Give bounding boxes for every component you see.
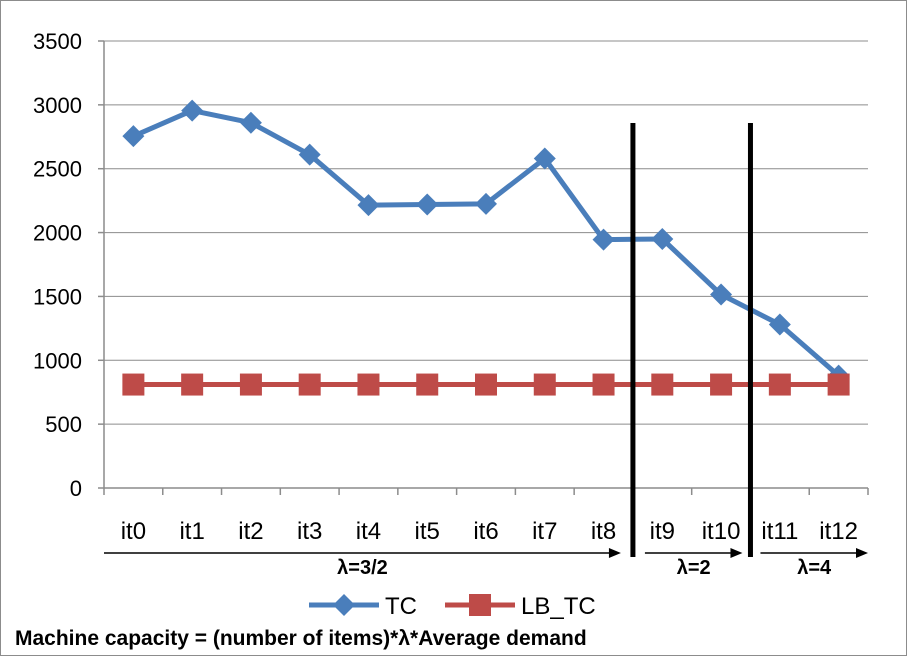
x-tick-label: it6 xyxy=(473,518,498,545)
region-label: λ=2 xyxy=(677,557,711,579)
x-axis-tick-labels: it0 it1 it2 it3 it4 it5 it6 it7 it8 it9 it10 it11 it… xyxy=(121,518,858,545)
legend-label: TC xyxy=(385,593,417,620)
y-tick-label: 2500 xyxy=(33,157,82,182)
x-tick-label: it9 xyxy=(650,518,675,545)
region-arrowhead xyxy=(608,548,621,558)
lb-tc-point xyxy=(592,373,615,396)
x-tick-label: it12 xyxy=(819,518,858,545)
lb-tc-point xyxy=(181,373,204,396)
tc-point xyxy=(592,228,615,251)
tc-point xyxy=(416,193,439,216)
legend: TC LB_TC xyxy=(309,593,596,620)
legend-marker-lb-tc xyxy=(469,594,491,616)
y-axis-tick-labels: 0 500 1000 1500 2000 2500 3000 3500 xyxy=(33,29,82,501)
lb-tc-point xyxy=(357,373,380,396)
region-label: λ=3/2 xyxy=(337,557,388,579)
x-tick-label: it5 xyxy=(415,518,440,545)
tc-point xyxy=(475,192,497,215)
x-tick-label: it4 xyxy=(356,518,381,545)
x-tick-label: it10 xyxy=(702,518,741,545)
x-tick-label: it11 xyxy=(761,518,798,545)
axes xyxy=(98,40,869,495)
lb-tc-point xyxy=(651,373,674,396)
tc-point xyxy=(239,111,262,134)
x-tick-label: it0 xyxy=(121,518,146,545)
legend-label: LB_TC xyxy=(521,593,596,620)
region-arrowhead xyxy=(730,548,743,558)
region-arrowhead xyxy=(856,548,868,558)
x-tick-label: it3 xyxy=(297,518,322,545)
lb-tc-point xyxy=(122,373,145,396)
tc-point xyxy=(357,194,380,217)
x-tick-label: it7 xyxy=(532,518,557,545)
y-tick-label: 1000 xyxy=(33,348,82,373)
tc-point xyxy=(533,147,556,170)
series-line-tc xyxy=(132,108,841,378)
y-tick-label: 500 xyxy=(45,412,82,437)
tc-point xyxy=(710,283,733,306)
gridlines xyxy=(104,40,868,425)
lb-tc-point xyxy=(768,373,791,396)
tc-point xyxy=(181,99,204,122)
lb-tc-point xyxy=(298,373,321,396)
y-tick-label: 3500 xyxy=(33,29,82,54)
tc-point xyxy=(298,143,321,166)
footnote: Machine capacity = (number of items)*λ*A… xyxy=(15,627,587,650)
lb-tc-point xyxy=(710,373,733,396)
data-series xyxy=(122,99,850,396)
y-tick-label: 0 xyxy=(70,476,82,501)
region-label: λ=4 xyxy=(797,557,832,579)
lambda-separators xyxy=(630,123,753,557)
lb-tc-point xyxy=(827,373,850,396)
x-tick-label: it1 xyxy=(179,518,204,545)
lambda-regions: λ=3/2 λ=2 λ=4 xyxy=(104,548,868,579)
lb-tc-point xyxy=(475,373,497,396)
y-tick-label: 3000 xyxy=(33,93,82,118)
lb-tc-point xyxy=(416,373,439,396)
y-tick-label: 2000 xyxy=(33,221,82,246)
tc-point xyxy=(122,125,145,148)
lb-tc-point xyxy=(533,373,556,396)
y-tick-label: 1500 xyxy=(33,284,82,309)
x-tick-label: it8 xyxy=(591,518,616,545)
x-tick-label: it2 xyxy=(238,518,263,545)
lb-tc-point xyxy=(239,373,262,396)
tc-point xyxy=(768,313,791,336)
tc-point xyxy=(651,227,674,250)
legend-marker-tc xyxy=(333,594,355,616)
